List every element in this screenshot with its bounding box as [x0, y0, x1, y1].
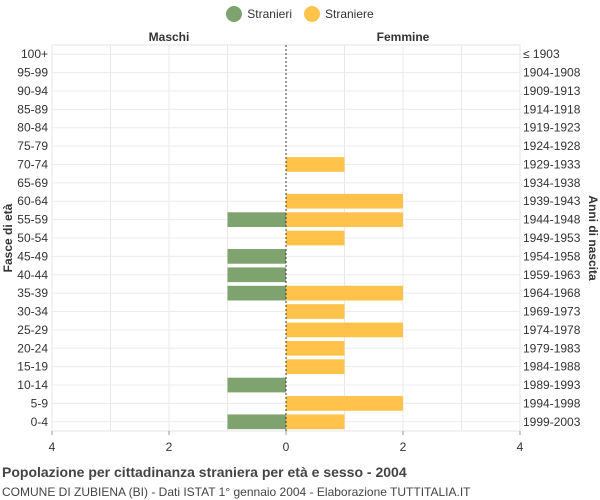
bar-female: [286, 396, 403, 411]
legend-swatch-female: [303, 6, 320, 22]
legend-label-male: Stranieri: [247, 7, 292, 21]
bar-female: [286, 212, 403, 227]
population-pyramid-chart: 100+ ≤ 1903 95-99 1904-1908 90-94 1909-1913 85…: [1, 30, 600, 454]
y-axis-label-right: Anni di nascita: [586, 195, 600, 281]
birth-year-label: 1914-1918: [523, 102, 581, 116]
birth-year-label: 1919-1923: [523, 121, 581, 135]
bar-male: [227, 212, 286, 227]
birth-year-label: 1994-1998: [523, 396, 581, 410]
birth-year-label: 1904-1908: [523, 66, 581, 80]
age-tick-label: 30-34: [17, 305, 48, 319]
legend-item-female[interactable]: Straniere: [303, 6, 374, 22]
bar-female: [286, 359, 345, 375]
age-tick-label: 60-64: [17, 194, 48, 208]
header-femmine: Femmine: [377, 30, 430, 44]
age-tick-label: 20-24: [17, 341, 48, 355]
x-tick-label: 4: [517, 440, 524, 454]
birth-year-label: ≤ 1903: [523, 47, 560, 61]
bar-female: [286, 304, 345, 319]
birth-year-label: 1969-1973: [523, 305, 581, 319]
age-tick-label: 100+: [21, 47, 48, 61]
bar-female: [286, 230, 345, 246]
age-tick-label: 55-59: [17, 213, 48, 227]
age-tick-label: 85-89: [17, 102, 48, 116]
bar-female: [286, 285, 403, 301]
age-tick-label: 40-44: [17, 268, 48, 282]
birth-year-label: 1964-1968: [523, 286, 581, 300]
bar-female: [286, 157, 345, 172]
birth-year-label: 1974-1978: [523, 323, 581, 337]
birth-year-label: 1934-1938: [523, 176, 581, 190]
age-tick-label: 95-99: [17, 66, 48, 80]
age-tick-label: 35-39: [17, 286, 48, 300]
birth-year-label: 1939-1943: [523, 194, 581, 208]
age-tick-label: 50-54: [17, 231, 48, 245]
bar-female: [286, 322, 403, 338]
bar-female: [286, 340, 345, 356]
birth-year-label: 1959-1963: [523, 268, 581, 282]
age-tick-label: 65-69: [17, 176, 48, 190]
y-axis-label-left: Fasce di età: [1, 203, 15, 272]
bar-male: [227, 267, 286, 283]
birth-year-label: 1944-1948: [523, 213, 581, 227]
x-tick-label: 2: [166, 440, 173, 454]
x-tick-label: 4: [49, 440, 56, 454]
bar-male: [227, 285, 286, 301]
age-tick-label: 80-84: [17, 121, 48, 135]
bar-female: [286, 414, 345, 430]
legend-label-female: Straniere: [324, 7, 374, 21]
bar-male: [227, 414, 286, 430]
birth-year-label: 1979-1983: [523, 341, 581, 355]
legend: Stranieri Straniere: [0, 6, 600, 22]
bar-female: [286, 193, 403, 209]
birth-year-label: 1929-1933: [523, 157, 581, 171]
birth-year-label: 1984-1988: [523, 360, 581, 374]
x-tick-label: 0: [283, 440, 290, 454]
age-tick-label: 90-94: [17, 84, 48, 98]
birth-year-label: 1954-1958: [523, 249, 581, 263]
legend-item-male[interactable]: Stranieri: [226, 6, 292, 22]
age-tick-label: 75-79: [17, 139, 48, 153]
chart-source: COMUNE DI ZUBIENA (BI) - Dati ISTAT 1° g…: [2, 485, 471, 499]
x-tick-label: 2: [400, 440, 407, 454]
birth-year-label: 1949-1953: [523, 231, 581, 245]
age-tick-label: 45-49: [17, 249, 48, 263]
birth-year-label: 1924-1928: [523, 139, 581, 153]
age-tick-label: 70-74: [17, 157, 48, 171]
birth-year-label: 1909-1913: [523, 84, 581, 98]
chart-title: Popolazione per cittadinanza straniera p…: [2, 464, 407, 480]
age-tick-label: 15-19: [17, 360, 48, 374]
birth-year-label: 1989-1993: [523, 378, 581, 392]
age-tick-label: 0-4: [31, 415, 49, 429]
bar-male: [227, 249, 286, 264]
age-tick-label: 25-29: [17, 323, 48, 337]
legend-swatch-male: [226, 6, 243, 22]
age-tick-label: 5-9: [31, 396, 49, 410]
bar-male: [227, 377, 286, 393]
header-maschi: Maschi: [149, 30, 190, 44]
birth-year-label: 1999-2003: [523, 415, 581, 429]
age-tick-label: 10-14: [17, 378, 48, 392]
